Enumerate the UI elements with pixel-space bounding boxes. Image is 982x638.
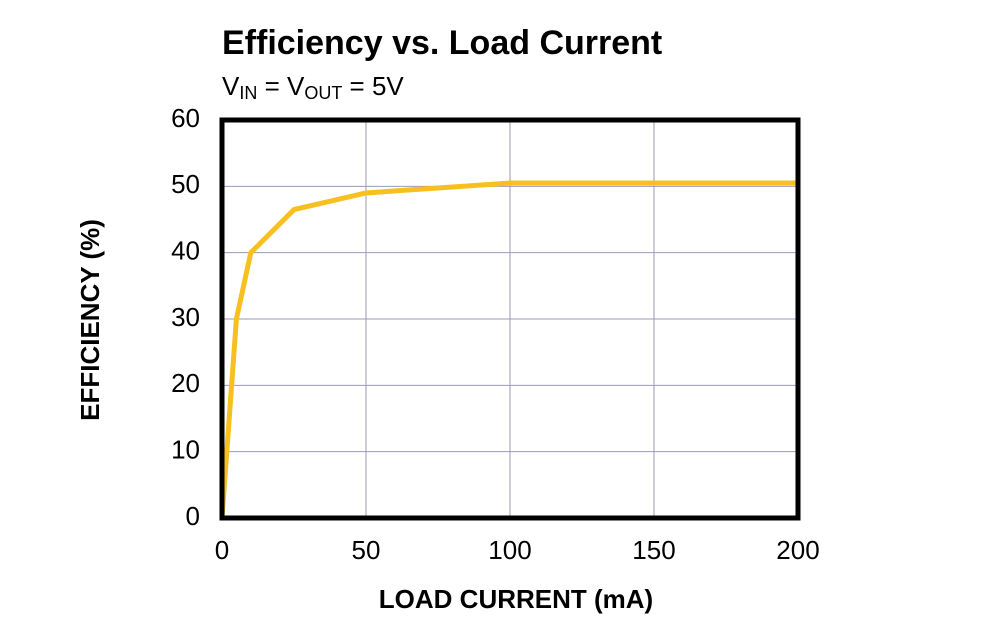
- subtitle-part: V: [222, 71, 240, 101]
- subtitle-part: = V: [257, 71, 305, 101]
- chart-subtitle: VIN = VOUT = 5V: [222, 71, 404, 103]
- y-tick-label: 50: [171, 169, 200, 199]
- x-tick-label: 0: [215, 535, 229, 565]
- x-axis-label: LOAD CURRENT (mA): [379, 584, 653, 614]
- data-line: [219, 180, 798, 519]
- y-tick-label: 40: [171, 236, 200, 266]
- chart-title: Efficiency vs. Load Current: [222, 24, 662, 62]
- x-tick-label: 50: [352, 535, 381, 565]
- subtitle-part: = 5V: [342, 71, 404, 101]
- subtitle-subscript: IN: [239, 83, 257, 103]
- x-tick-label: 150: [632, 535, 675, 565]
- x-tick-label: 100: [488, 535, 531, 565]
- grid: [221, 119, 799, 519]
- plot: [219, 180, 798, 519]
- subtitle-subscript: OUT: [304, 83, 342, 103]
- y-tick-label: 0: [186, 501, 200, 531]
- x-tick-label: 200: [776, 535, 819, 565]
- y-tick-label: 60: [171, 103, 200, 133]
- plot-frame: [219, 117, 801, 521]
- y-tick-label: 30: [171, 302, 200, 332]
- y-tick-label: 10: [171, 435, 200, 465]
- y-tick-label: 20: [171, 368, 200, 398]
- y-axis-label: EFFICIENCY (%): [75, 219, 105, 421]
